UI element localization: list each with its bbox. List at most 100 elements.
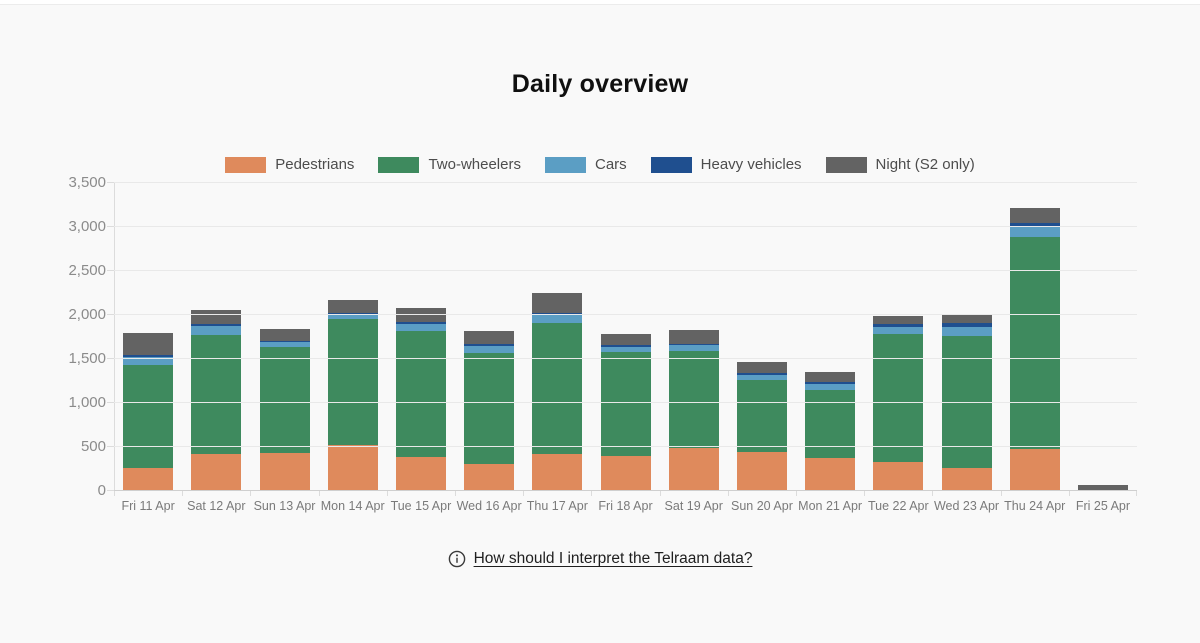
legend-swatch-heavy-vehicles	[650, 156, 692, 173]
x-axis-tick	[523, 491, 525, 496]
telraam-data-help-link[interactable]: How should I interpret the Telraam data?	[448, 550, 753, 568]
stacked-bar	[259, 329, 310, 491]
bar-group-tue-15-apr[interactable]	[387, 183, 455, 491]
stacked-bar	[1009, 207, 1060, 491]
gridline	[114, 182, 1137, 183]
y-axis-label: 500	[80, 438, 106, 455]
bar-group-mon-14-apr[interactable]	[319, 183, 387, 491]
x-axis-tick	[864, 491, 866, 496]
segment-cars	[736, 374, 787, 381]
segment-two-wheelers	[327, 319, 378, 445]
segment-cars	[191, 326, 242, 336]
x-axis-label: Thu 24 Apr	[1004, 499, 1066, 513]
segment-pedestrians	[464, 464, 515, 491]
segment-two-wheelers	[668, 351, 719, 448]
y-axis-tick	[107, 490, 114, 491]
x-axis-tick	[932, 491, 934, 496]
segment-night	[600, 333, 651, 345]
legend-item-heavy-vehicles[interactable]: Heavy vehicles	[650, 156, 802, 173]
gridline	[114, 358, 1137, 359]
x-axis-label: Mon 21 Apr	[798, 499, 863, 513]
legend-swatch-night	[825, 156, 867, 173]
segment-cars	[123, 357, 174, 365]
x-axis-tick	[591, 491, 593, 496]
y-axis-label: 3,500	[68, 174, 106, 191]
x-axis-tick	[1068, 491, 1070, 496]
stacked-bar	[327, 300, 378, 491]
chart-title: Daily overview	[511, 70, 689, 98]
segment-heavy-vehicles	[327, 312, 378, 316]
legend-item-two-wheelers[interactable]: Two-wheelers	[378, 156, 521, 173]
x-axis-label: Mon 14 Apr	[320, 499, 385, 513]
x-axis-tick	[1136, 491, 1137, 496]
segment-pedestrians	[532, 453, 583, 491]
bar-group-fri-18-apr[interactable]	[591, 183, 659, 491]
legend-label-two-wheelers: Two-wheelers	[428, 156, 521, 173]
stacked-bar	[873, 316, 924, 491]
stacked-bar	[1077, 485, 1128, 491]
segment-cars	[1009, 226, 1060, 238]
segment-heavy-vehicles	[191, 324, 242, 327]
segment-two-wheelers	[1009, 237, 1060, 449]
segment-heavy-vehicles	[873, 324, 924, 327]
x-axis-label: Thu 17 Apr	[526, 499, 588, 513]
bars-layer	[114, 183, 1137, 491]
bar-group-sun-13-apr[interactable]	[250, 183, 318, 491]
y-axis-label: 2,500	[68, 262, 106, 279]
bar-group-fri-25-apr[interactable]	[1069, 183, 1137, 491]
x-axis-label: Fri 25 Apr	[1075, 499, 1131, 513]
segment-cars	[668, 345, 719, 352]
segment-cars	[941, 326, 992, 336]
x-axis-tick	[455, 491, 456, 496]
legend-item-cars[interactable]: Cars	[544, 156, 627, 173]
stacked-bar	[941, 315, 992, 491]
footer-link-label: How should I interpret the Telraam data?	[473, 550, 753, 567]
segment-cars	[259, 342, 310, 348]
segment-two-wheelers	[191, 335, 242, 454]
segment-night	[1077, 485, 1128, 491]
x-axis-label: Sun 13 Apr	[253, 499, 316, 513]
segment-heavy-vehicles	[259, 340, 310, 343]
segment-night	[259, 329, 310, 341]
bar-group-sat-19-apr[interactable]	[660, 183, 728, 491]
plot-area	[107, 182, 1137, 496]
segment-pedestrians	[600, 456, 651, 491]
segment-night	[736, 361, 787, 373]
segment-heavy-vehicles	[736, 372, 787, 375]
segment-heavy-vehicles	[941, 323, 992, 327]
top-divider	[0, 0, 1200, 5]
segment-night	[941, 315, 992, 324]
segment-heavy-vehicles	[464, 344, 515, 347]
bar-group-thu-17-apr[interactable]	[523, 183, 591, 491]
bar-group-tue-22-apr[interactable]	[864, 183, 932, 491]
legend-item-night[interactable]: Night (S2 only)	[825, 156, 975, 173]
bar-group-sun-20-apr[interactable]	[728, 183, 796, 491]
segment-heavy-vehicles	[123, 354, 174, 358]
gridline	[114, 314, 1137, 315]
segment-night	[873, 316, 924, 325]
x-axis-label: Sun 20 Apr	[731, 499, 793, 513]
x-axis-label: Wed 16 Apr	[456, 499, 522, 513]
legend-label-pedestrians: Pedestrians	[275, 156, 355, 173]
bar-group-sat-12-apr[interactable]	[182, 183, 250, 491]
stacked-bar	[464, 331, 515, 491]
bar-group-thu-24-apr[interactable]	[1001, 183, 1069, 491]
bar-group-mon-21-apr[interactable]	[796, 183, 864, 491]
segment-pedestrians	[1009, 448, 1060, 491]
gridline	[114, 402, 1137, 403]
bar-group-fri-11-apr[interactable]	[114, 183, 182, 491]
segment-pedestrians	[327, 444, 378, 491]
info-circle-icon	[448, 550, 466, 568]
segment-cars	[464, 346, 515, 353]
y-axis-label: 3,000	[68, 218, 106, 235]
x-axis-label: Fri 11 Apr	[121, 499, 175, 513]
y-axis-line	[114, 183, 115, 491]
legend-item-pedestrians[interactable]: Pedestrians	[225, 156, 354, 173]
segment-heavy-vehicles	[600, 344, 651, 347]
bar-group-wed-23-apr[interactable]	[932, 183, 1000, 491]
stacked-bar	[191, 310, 242, 491]
x-axis-tick	[114, 491, 115, 496]
segment-cars	[395, 323, 446, 332]
bar-group-wed-16-apr[interactable]	[455, 183, 523, 491]
